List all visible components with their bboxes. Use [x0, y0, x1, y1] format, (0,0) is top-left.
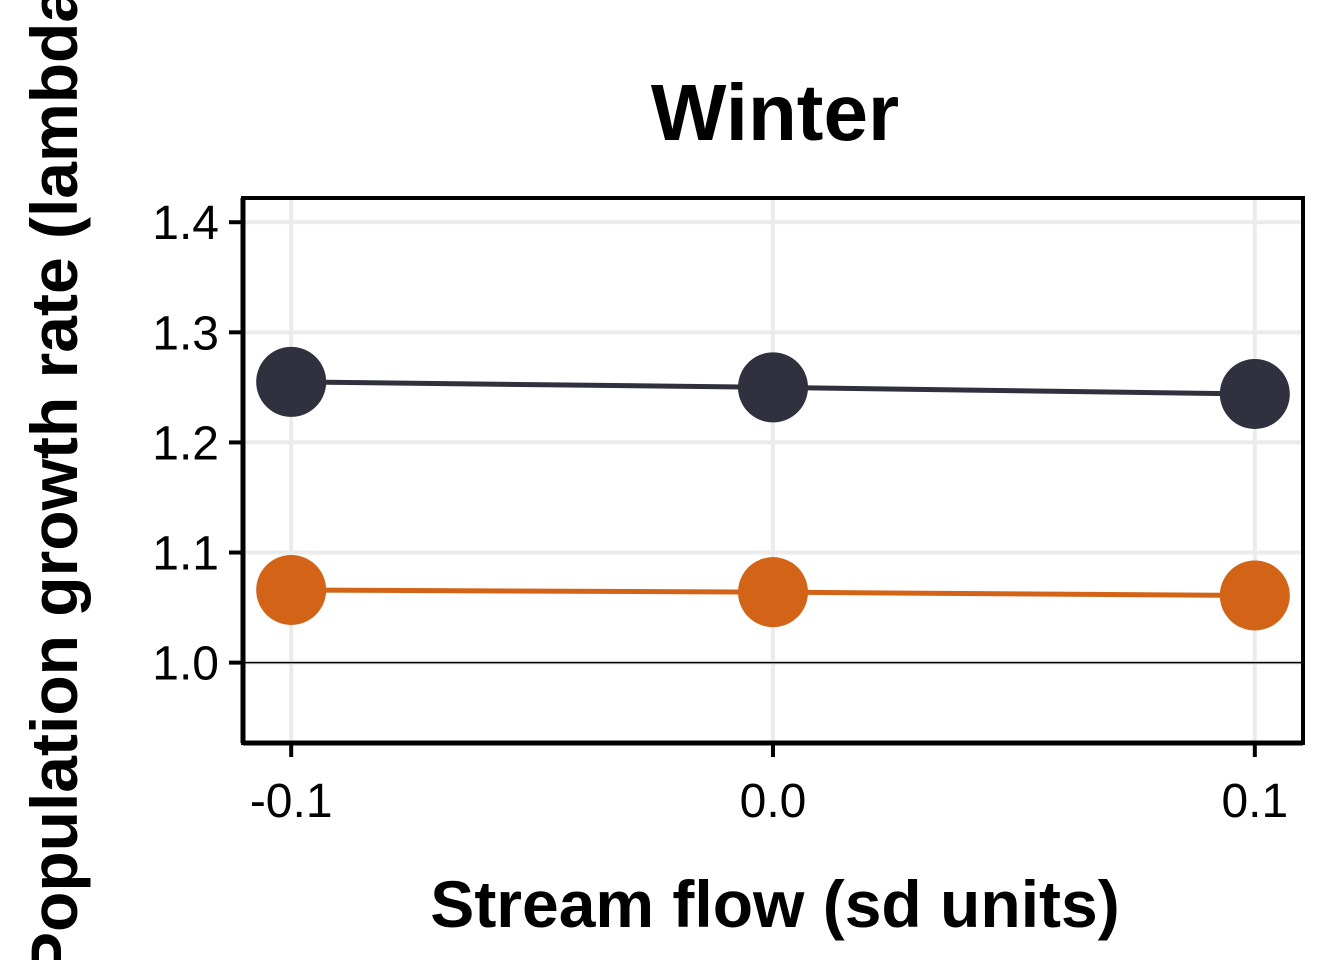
- series-0-point-1: [738, 352, 808, 423]
- y-tick-label-0: 1.0: [152, 638, 219, 691]
- x-axis-title: Stream flow (sd units): [430, 867, 1119, 941]
- tick-labels: 1.0 1.1 1.2 1.3 1.4 -0.1 0.0 0.1: [152, 197, 1288, 828]
- series-1-point-2: [1219, 560, 1290, 631]
- y-tick-label-2: 1.2: [152, 417, 219, 470]
- series-1-point-1: [738, 557, 808, 628]
- x-tick-label-0: -0.1: [250, 775, 333, 828]
- y-tick-label-1: 1.1: [152, 528, 219, 581]
- axes: [229, 196, 1305, 757]
- gridlines: [243, 198, 1303, 743]
- y-axis-title: Population growth rate (lambda): [17, 0, 91, 960]
- series-0-point-2: [1219, 358, 1290, 429]
- x-tick-label-1: 0.0: [740, 775, 807, 828]
- series-1-point-0: [256, 554, 327, 625]
- x-tick-label-2: 0.1: [1221, 775, 1288, 828]
- y-tick-label-3: 1.3: [152, 307, 219, 360]
- series-0-point-0: [256, 346, 327, 417]
- chart-title: Winter: [651, 68, 899, 157]
- series-layer: [256, 346, 1290, 631]
- y-tick-label-4: 1.4: [152, 197, 219, 250]
